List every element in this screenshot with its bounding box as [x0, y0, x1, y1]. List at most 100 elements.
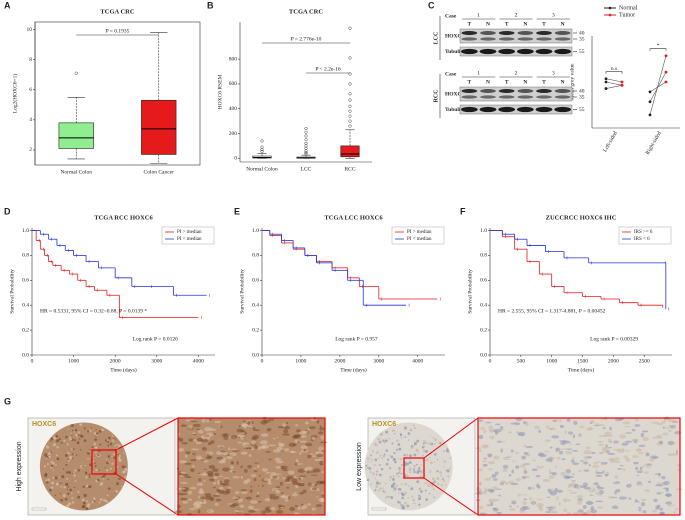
zoom-texture — [549, 446, 553, 449]
zoom-texture — [249, 489, 253, 494]
tissue-speck — [418, 497, 422, 501]
tissue-speck — [398, 487, 401, 491]
point — [664, 70, 668, 74]
tissue-speck — [91, 446, 94, 449]
tissue-speck — [407, 497, 409, 499]
tissue-speck — [50, 466, 53, 469]
zoom-texture — [480, 491, 488, 495]
zoom-texture — [519, 507, 527, 511]
zoom-texture — [178, 447, 184, 452]
zoom-texture — [318, 446, 325, 452]
zoom-texture — [595, 423, 599, 426]
zoom-texture — [565, 450, 573, 455]
zoom-texture — [235, 509, 244, 513]
zoom-texture — [608, 446, 612, 449]
zoom-texture — [240, 489, 247, 492]
zoom-texture — [477, 468, 483, 472]
tissue-speck — [379, 454, 382, 457]
zoom-texture — [523, 421, 527, 425]
legend-label: Tumor — [619, 12, 635, 18]
tissue-speck — [422, 440, 426, 443]
zoom-texture — [240, 451, 248, 455]
tissue-speck — [415, 463, 418, 466]
tissue-speck — [77, 495, 81, 499]
zoom-texture — [554, 465, 558, 469]
zoom-texture — [624, 432, 633, 434]
y-axis-label: Survival Probability — [9, 269, 15, 314]
tissue-speck — [71, 453, 74, 456]
zoom-texture — [631, 454, 640, 459]
zoom-texture — [531, 486, 535, 490]
zoom-texture — [601, 448, 607, 452]
zoom-texture — [611, 505, 619, 510]
y-tick-label: 200 — [229, 131, 238, 137]
zoom-texture — [654, 473, 660, 475]
zoom-texture — [257, 500, 262, 503]
tissue-speck — [403, 501, 407, 505]
zoom-texture — [521, 505, 529, 508]
zoom-texture — [215, 498, 222, 502]
zoom-texture — [199, 496, 206, 500]
zoom-texture — [494, 423, 501, 426]
zoom-texture — [213, 476, 218, 479]
tissue-speck — [86, 484, 89, 488]
zoom-texture — [658, 440, 664, 445]
tissue-speck — [83, 493, 87, 498]
outlier — [348, 124, 352, 128]
zoom-texture — [236, 460, 239, 465]
blot-band — [480, 37, 496, 41]
blot-case: 1 — [477, 12, 480, 18]
tissue-speck — [375, 478, 377, 481]
panel-label: C — [428, 0, 435, 10]
point — [620, 83, 624, 87]
zoom-texture — [588, 489, 594, 493]
zoom-texture — [589, 494, 594, 496]
zoom-texture — [492, 486, 498, 489]
tissue-speck — [410, 429, 413, 432]
tissue-speck — [59, 493, 62, 495]
pair-line — [649, 81, 667, 93]
tissue-speck — [59, 482, 61, 484]
tissue-speck — [423, 451, 425, 453]
zoom-texture — [207, 455, 213, 459]
tissue-speck — [403, 453, 406, 457]
tissue-speck — [70, 424, 74, 427]
zoom-texture — [536, 483, 540, 488]
zoom-texture — [181, 441, 188, 445]
tissue-speck — [446, 448, 449, 451]
zoom-texture — [535, 475, 541, 478]
zoom-texture — [182, 490, 187, 493]
tissue-speck — [393, 488, 396, 492]
tissue-speck — [439, 471, 443, 475]
tissue-speck — [407, 485, 410, 488]
zoom-texture — [488, 460, 496, 465]
zoom-texture — [198, 491, 205, 493]
zoom-texture — [299, 451, 302, 455]
zoom-texture — [188, 490, 192, 495]
tissue-speck — [66, 504, 70, 508]
zoom-texture — [276, 436, 279, 439]
zoom-texture — [649, 457, 655, 462]
zoom-texture — [178, 437, 184, 443]
zoom-texture — [583, 486, 592, 490]
tissue-speck — [404, 482, 408, 486]
box — [340, 145, 360, 158]
zoom-texture — [192, 432, 196, 434]
tissue-speck — [445, 469, 447, 471]
zoom-texture — [314, 458, 320, 461]
tissue-speck — [85, 507, 89, 511]
tissue-speck — [82, 468, 84, 470]
zoom-texture — [507, 431, 513, 434]
zoom-texture — [268, 493, 276, 496]
zoom-texture — [493, 455, 500, 460]
tissue-speck — [434, 438, 437, 442]
zoom-texture — [275, 509, 284, 514]
tissue-speck — [79, 423, 83, 426]
y-tick-label: 0.4 — [252, 302, 259, 308]
zoom-texture — [275, 486, 281, 489]
x-tick-label: 0 — [489, 358, 492, 364]
tissue-speck — [94, 465, 97, 468]
zoom-frame — [177, 417, 326, 516]
zoom-texture — [201, 446, 207, 451]
tissue-speck — [107, 487, 111, 491]
